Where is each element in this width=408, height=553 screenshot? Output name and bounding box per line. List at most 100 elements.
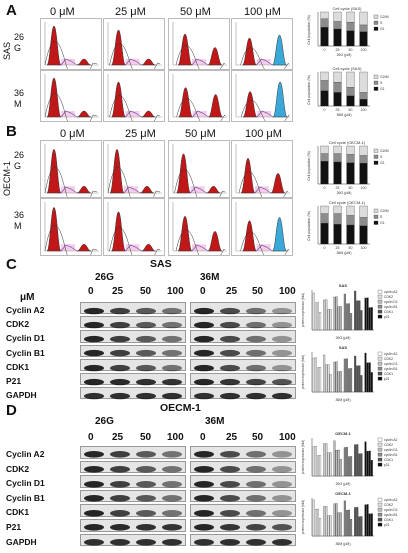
expression-bar — [348, 456, 351, 477]
blot-band — [272, 307, 292, 315]
blot-band — [220, 465, 240, 473]
expression-bar — [348, 368, 351, 393]
expression-bar — [327, 452, 330, 477]
y-axis-label: protein expression (fold) — [301, 293, 305, 327]
legend-label: CDK2 — [384, 295, 393, 299]
flow-histogram-sas-36m-3 — [231, 70, 293, 122]
expression-bar — [339, 512, 342, 537]
panel-d-conc-7: 100 — [279, 432, 296, 443]
tick-label: 50 — [349, 48, 353, 52]
panel-d-conc-0: 0 — [88, 432, 94, 443]
chart-oecm1-26g-protein: OECM-1 26G (μM) protein expression (fold) c… — [300, 430, 406, 488]
legend-label: CDK1 — [384, 518, 393, 522]
panel-d-label-cyclin-d1: Cyclin D1 — [6, 478, 45, 489]
expression-bar — [345, 303, 348, 331]
tick-label: 50 — [349, 108, 353, 112]
expression-bar — [360, 453, 363, 477]
y-axis-label: Cell population (%) — [307, 75, 311, 105]
expression-bar — [329, 374, 332, 393]
panel-c-unit: μM — [20, 292, 35, 303]
expression-bar — [343, 500, 346, 537]
blot-band — [246, 350, 266, 357]
legend-label: p21 — [384, 523, 390, 527]
cell-cycle-bar-segment — [359, 145, 368, 156]
expression-bar — [356, 365, 359, 393]
expression-bar — [345, 447, 348, 477]
blot-band — [84, 307, 104, 315]
legend-label: G1 — [380, 27, 385, 31]
tick-label: 25 — [336, 246, 340, 250]
blot-band — [110, 378, 130, 386]
cell-cycle-bar-segment — [333, 28, 342, 47]
blot-band — [272, 364, 292, 371]
flow-histogram-sas-26g-3 — [231, 18, 293, 70]
blot-band — [136, 538, 156, 546]
legend-label: cyclin A2 — [384, 290, 397, 294]
cell-cycle-bar-segment — [333, 71, 342, 83]
cell-cycle-bar-segment — [333, 153, 342, 163]
expression-bar — [327, 515, 330, 537]
blot-band — [162, 495, 182, 502]
expression-bar — [360, 310, 363, 331]
x-axis-label: 26G (μM) — [336, 482, 351, 486]
expression-bar — [358, 300, 361, 331]
flow-histogram-sas-26g-1 — [103, 18, 165, 70]
blot-band — [136, 364, 156, 371]
flow-histogram-sas-26g-2 — [168, 18, 230, 70]
expression-bar — [358, 365, 361, 393]
cell-cycle-bar-segment — [346, 224, 355, 245]
blot-band — [246, 495, 266, 502]
chart-title: SAS — [339, 345, 348, 350]
panel-d-label-cdk1: CDK1 — [6, 507, 30, 518]
flow-histogram-oecm1-36m-3 — [231, 198, 293, 256]
panel-c-band-strip — [80, 316, 186, 329]
panel-b-letter: B — [6, 123, 17, 140]
panel-a-conc-25: 25 μM — [115, 6, 146, 18]
flow-histogram-oecm1-36m-1 — [103, 198, 165, 256]
cell-cycle-bar-segment — [320, 145, 329, 154]
flow-histogram-oecm1-26g-3 — [231, 140, 293, 198]
flow-histogram-sas-36m-0 — [40, 70, 102, 122]
legend-label: cyclin D1 — [384, 508, 398, 512]
expression-bar — [337, 306, 340, 331]
blot-band — [136, 524, 156, 532]
expression-bar — [354, 355, 357, 393]
panel-d-band-strip — [190, 504, 296, 517]
panel-d-band-strip — [80, 504, 186, 517]
blot-band — [220, 451, 240, 459]
expression-bar — [360, 516, 363, 537]
panel-b-conc-0: 0 μM — [60, 128, 85, 140]
expression-bar — [333, 503, 336, 537]
panel-c-band-strip — [190, 373, 296, 386]
blot-band — [272, 336, 292, 343]
expression-bar — [335, 361, 338, 393]
panel-d-label-cyclin-a2: Cyclin A2 — [6, 449, 45, 459]
cell-cycle-bar-segment — [359, 92, 368, 100]
legend-label: G1 — [380, 221, 385, 225]
legend-label: S — [380, 215, 383, 219]
cell-cycle-bar-segment — [359, 217, 368, 226]
blot-band — [84, 480, 104, 488]
tick-label: 50 — [349, 186, 353, 190]
blot-band — [136, 321, 156, 329]
expression-bar — [343, 447, 346, 477]
blot-band — [136, 465, 156, 473]
blot-band — [194, 364, 214, 371]
panel-b-conc-100: 100 μM — [245, 128, 282, 140]
expression-bar — [319, 367, 322, 393]
cell-cycle-bar-segment — [346, 162, 355, 185]
y-axis-label: Cell population (%) — [307, 15, 311, 45]
blot-band — [246, 378, 266, 386]
legend-label: cyclin D1 — [384, 300, 398, 304]
panel-a-row-36m: 36 M — [14, 88, 25, 109]
expression-bar — [350, 456, 353, 477]
expression-bar — [350, 519, 353, 537]
cell-cycle-bar-segment — [320, 80, 329, 91]
expression-bar — [327, 309, 330, 331]
panel-c-band-strip — [80, 373, 186, 386]
blot-band — [246, 307, 266, 315]
flow-histogram-oecm1-36m-2 — [168, 198, 230, 256]
tick-label: 100 — [361, 246, 367, 250]
panel-d-band-strip — [80, 446, 186, 459]
expression-bar — [337, 371, 340, 393]
